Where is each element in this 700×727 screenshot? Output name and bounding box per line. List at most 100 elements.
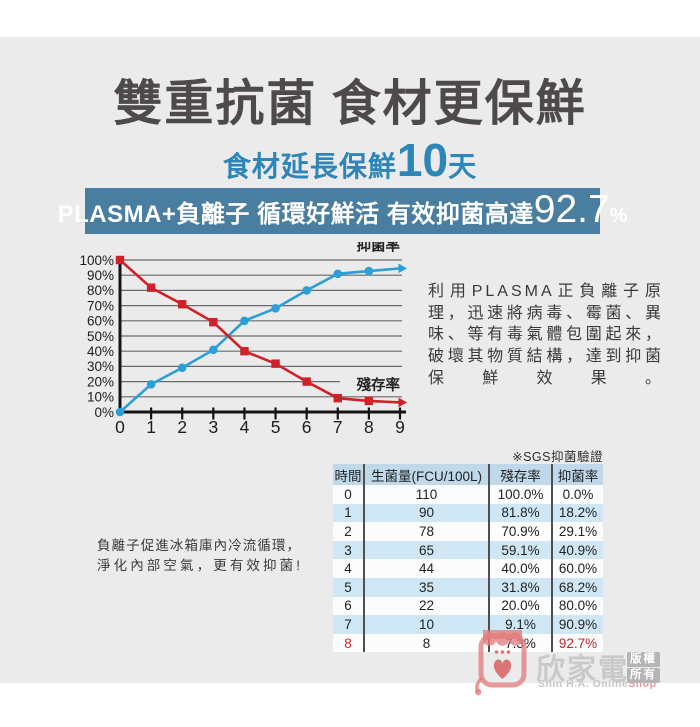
x-tick-label: 9: [395, 417, 405, 437]
banner-percentage-number: 92.7: [533, 188, 610, 231]
series-arrowhead: [398, 397, 407, 408]
y-tick-label: 60%: [87, 314, 114, 329]
plasma-description: 利用PLASMA正負離子原理，迅速將病毒、霉菌、異味、等有毒氣體包圍起來，破壞其…: [428, 283, 664, 387]
table-header-cell: 時間: [333, 464, 365, 485]
table-header-cell: 抑菌率: [557, 468, 599, 484]
table-cell: 60.0%: [558, 561, 598, 577]
series-line-抑菌率: [119, 267, 401, 413]
table-cell: 2: [333, 522, 365, 541]
table-row: 4 44 40.0% 60.0%: [333, 559, 603, 578]
y-tick-label: 20%: [87, 374, 114, 389]
y-tick-label: 100%: [79, 253, 114, 268]
table-header-cell: 生菌量(FCU/100L): [365, 464, 490, 485]
chart-canvas: 0%10%20%30%40%50%60%70%80%90%100% 0 1 2 3 4 5 6…: [79, 242, 407, 437]
data-point-square: [364, 396, 374, 406]
table-cell: 90: [365, 503, 490, 523]
x-tick-label: 7: [333, 417, 343, 437]
data-point-circle: [146, 380, 156, 389]
data-point-square: [115, 255, 125, 265]
data-point-square: [209, 317, 218, 327]
table-cell: 20.0%: [490, 596, 553, 616]
table-cell: 65: [365, 540, 490, 560]
copyright-stamp-line2: 所有: [627, 668, 660, 683]
table-cell: 44: [365, 559, 490, 578]
copyright-stamp: 版權 所有: [627, 652, 660, 684]
table-cell: 1: [333, 503, 365, 523]
table-cell: 78: [365, 522, 490, 541]
data-point-square: [178, 300, 187, 309]
series-label-bg: [340, 242, 402, 254]
subtitle-suffix: 天: [448, 151, 478, 182]
ion-description: 負離子促進冰箱庫內冷流循環，淨化內部空氣，更有效抑菌!: [97, 538, 301, 573]
y-tick-label: 10%: [87, 390, 114, 405]
y-tick-label: 70%: [87, 298, 114, 313]
shop-logo-icon: [475, 630, 527, 696]
series-label-bg: [340, 377, 402, 394]
table-cell: 9.1%: [490, 615, 553, 634]
table-cell: 7: [333, 615, 365, 634]
banner-percent-sign: %: [609, 205, 628, 227]
table-cell: 4: [333, 559, 365, 578]
data-point-square: [146, 283, 156, 292]
data-point-circle: [333, 269, 343, 279]
y-tick-label: 90%: [87, 268, 114, 283]
data-point-square: [240, 347, 249, 356]
table-cell: 68.2%: [558, 579, 598, 595]
y-tick-label: 50%: [87, 329, 114, 344]
series-label: 抑菌率: [357, 242, 401, 254]
sgs-certification-note: ※SGS抑菌驗證: [512, 450, 603, 464]
promo-banner: PLASMA+負離子 循環好鮮活 有效抑菌高達 92.7%: [58, 188, 627, 234]
y-tick-label: 30%: [87, 359, 114, 374]
table-cell: 6: [333, 596, 365, 616]
antibacterial-line-chart: 0% 10% 20% 30% 40% 50% 60% 70% 80% 90% 100% 0 1 2 3 4 5 6…: [70, 242, 410, 438]
test-result-table: 時間 生菌量(FCU/100L) 殘存率 抑菌率 0 110 100.0% 0.0% 1 90 81…: [333, 464, 603, 653]
table-cell: 3: [333, 540, 365, 560]
data-point-circle: [302, 286, 311, 295]
y-tick-label: 80%: [87, 283, 114, 298]
table-cell: 35: [365, 577, 490, 597]
table-header-row: 時間 生菌量(FCU/100L) 殘存率 抑菌率: [333, 464, 603, 485]
x-tick-label: 8: [364, 417, 374, 437]
table-cell: 0: [333, 485, 365, 504]
table-row: 2 78 70.9% 29.1%: [333, 522, 603, 541]
table-row: 0 110 100.0% 0.0%: [333, 485, 603, 504]
table-row: 3 65 59.1% 40.9%: [333, 540, 603, 560]
data-point-circle: [271, 304, 280, 313]
table-cell: 100.0%: [490, 485, 553, 504]
table-cell: 40.9%: [558, 542, 598, 558]
series-label: 殘存率: [357, 376, 401, 394]
data-point-circle: [115, 407, 125, 417]
table-cell: 29.1%: [558, 523, 598, 539]
data-point-circle: [209, 345, 218, 355]
table-cell: 31.8%: [490, 577, 553, 597]
x-tick-label: 1: [146, 417, 156, 437]
table-cell: 81.8%: [490, 503, 553, 523]
series-line-殘存率: [119, 259, 401, 404]
y-tick-label: 40%: [87, 344, 114, 359]
data-point-square: [333, 393, 342, 403]
data-point-square: [271, 359, 280, 368]
table-cell: 92.7%: [558, 635, 598, 651]
banner-text: PLASMA+負離子 循環好鮮活 有效抑菌高達: [57, 201, 534, 228]
brand-name: 欣家電: [536, 654, 630, 686]
table-row: 887.3%92.7%: [333, 633, 603, 653]
x-tick-label: 5: [271, 417, 281, 437]
x-tick-label: 3: [208, 417, 218, 437]
table-cell: 5: [333, 577, 365, 597]
table-cell: 70.9%: [490, 522, 553, 541]
brand-subtext-gray: Shin H.A. Online: [538, 678, 629, 690]
data-point-circle: [177, 363, 187, 373]
table-cell: 59.1%: [490, 540, 553, 560]
table-cell: 90.9%: [558, 616, 598, 632]
x-tick-label: 0: [115, 417, 125, 437]
table-row: 6 22 20.0% 80.0%: [333, 596, 603, 616]
y-tick-label: 0%: [94, 405, 114, 420]
page-title: 雙重抗菌 食材更保鮮: [113, 76, 587, 131]
table-cell: 10: [365, 615, 490, 634]
subtitle: 食材延長保鮮10天: [0, 136, 700, 196]
table-cell: 110: [365, 485, 490, 504]
table-cell: 22: [365, 596, 490, 616]
table-cell: 18.2%: [558, 505, 598, 521]
table-row: 5 35 31.8% 68.2%: [333, 577, 603, 597]
